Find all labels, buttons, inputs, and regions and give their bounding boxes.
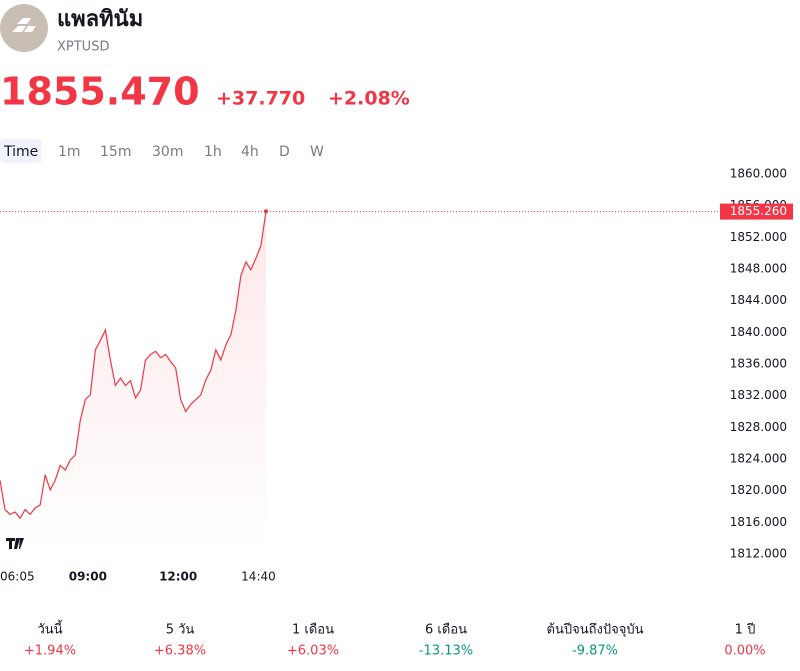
timeframe-tab[interactable]: W: [310, 144, 324, 160]
x-tick-label: 14:40: [241, 570, 276, 584]
timeframe-tab[interactable]: 1m: [58, 144, 81, 160]
timeframe-tab[interactable]: 15m: [100, 144, 131, 160]
price: 1855.470: [0, 70, 200, 114]
period-label: วันนี้: [37, 620, 63, 638]
price-line: [0, 211, 267, 520]
y-tick-label: 1824.000: [730, 451, 787, 465]
title: แพลทินัม: [57, 7, 143, 32]
y-tick-label: 1832.000: [730, 388, 787, 402]
x-tick-label: 12:00: [159, 570, 197, 584]
change: +37.770: [216, 88, 305, 110]
period-change: +6.03%: [287, 644, 339, 659]
timeframe-tab[interactable]: 1h: [204, 144, 222, 160]
y-tick-label: 1820.000: [730, 483, 787, 497]
period-label: 6 เดือน: [425, 622, 467, 638]
period-change: +1.94%: [24, 644, 76, 659]
y-tick-label: 1840.000: [730, 325, 787, 339]
timeframe-tab[interactable]: D: [279, 144, 290, 160]
x-tick-label: 06:05: [0, 570, 35, 584]
y-tick-label: 1816.000: [730, 515, 787, 529]
period-change: -13.13%: [419, 644, 473, 659]
last-point: [264, 209, 268, 214]
period-label: 1 เดือน: [292, 622, 334, 638]
last-value-label: 1855.260: [730, 204, 787, 218]
symbol-icon: [0, 4, 48, 52]
y-tick-label: 1828.000: [730, 420, 787, 434]
y-tick-label: 1844.000: [730, 293, 787, 307]
x-tick-label: 09:00: [69, 570, 107, 584]
timeframe-tab[interactable]: 30m: [152, 144, 183, 160]
period-change: -9.87%: [572, 644, 618, 659]
period-change: +6.38%: [154, 644, 206, 659]
y-tick-label: 1812.000: [730, 546, 787, 560]
period-label: 5 วัน: [166, 623, 195, 638]
area: [0, 211, 266, 554]
tab-active-bg: [0, 139, 42, 163]
y-tick-label: 1852.000: [730, 230, 787, 244]
period-label: ต้นปีจนถึงปัจจุบัน: [547, 622, 644, 638]
change-percent: +2.08%: [328, 88, 410, 110]
y-tick-label: 1860.000: [730, 167, 787, 181]
period-change: 0.00%: [724, 644, 765, 659]
timeframe-tab[interactable]: Time: [3, 144, 38, 160]
timeframe-tab[interactable]: 4h: [241, 144, 259, 160]
y-tick-label: 1836.000: [730, 357, 787, 371]
period-label: 1 ปี: [735, 622, 756, 638]
last-value-box: [720, 203, 793, 220]
y-tick-label: 1848.000: [730, 262, 787, 276]
symbol: XPTUSD: [57, 40, 109, 55]
